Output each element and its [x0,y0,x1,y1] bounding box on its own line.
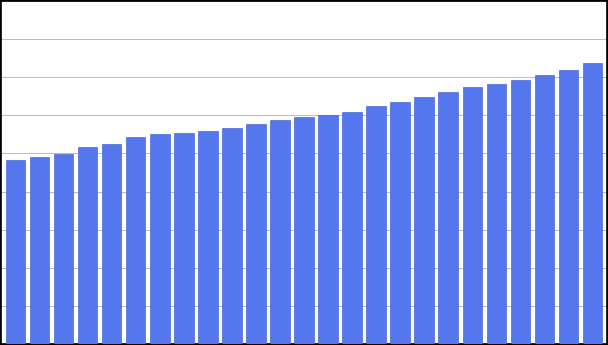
Bar [150,135,170,344]
Bar [438,92,458,344]
Bar [415,97,434,344]
Bar [246,124,266,344]
Bar [486,83,506,344]
Bar [30,157,49,344]
Bar [271,120,289,344]
Bar [511,80,530,344]
Bar [390,102,410,344]
Bar [342,112,362,344]
Bar [78,147,97,344]
Bar [319,115,337,344]
Bar [223,128,241,344]
Bar [534,75,554,344]
Bar [367,106,385,344]
Bar [559,70,578,344]
Bar [126,137,145,344]
Bar [294,117,314,344]
Bar [582,63,602,344]
Bar [102,144,122,344]
Bar [198,131,218,344]
Bar [463,87,482,344]
Bar [174,133,193,344]
Bar [6,160,26,344]
Bar [54,154,74,344]
